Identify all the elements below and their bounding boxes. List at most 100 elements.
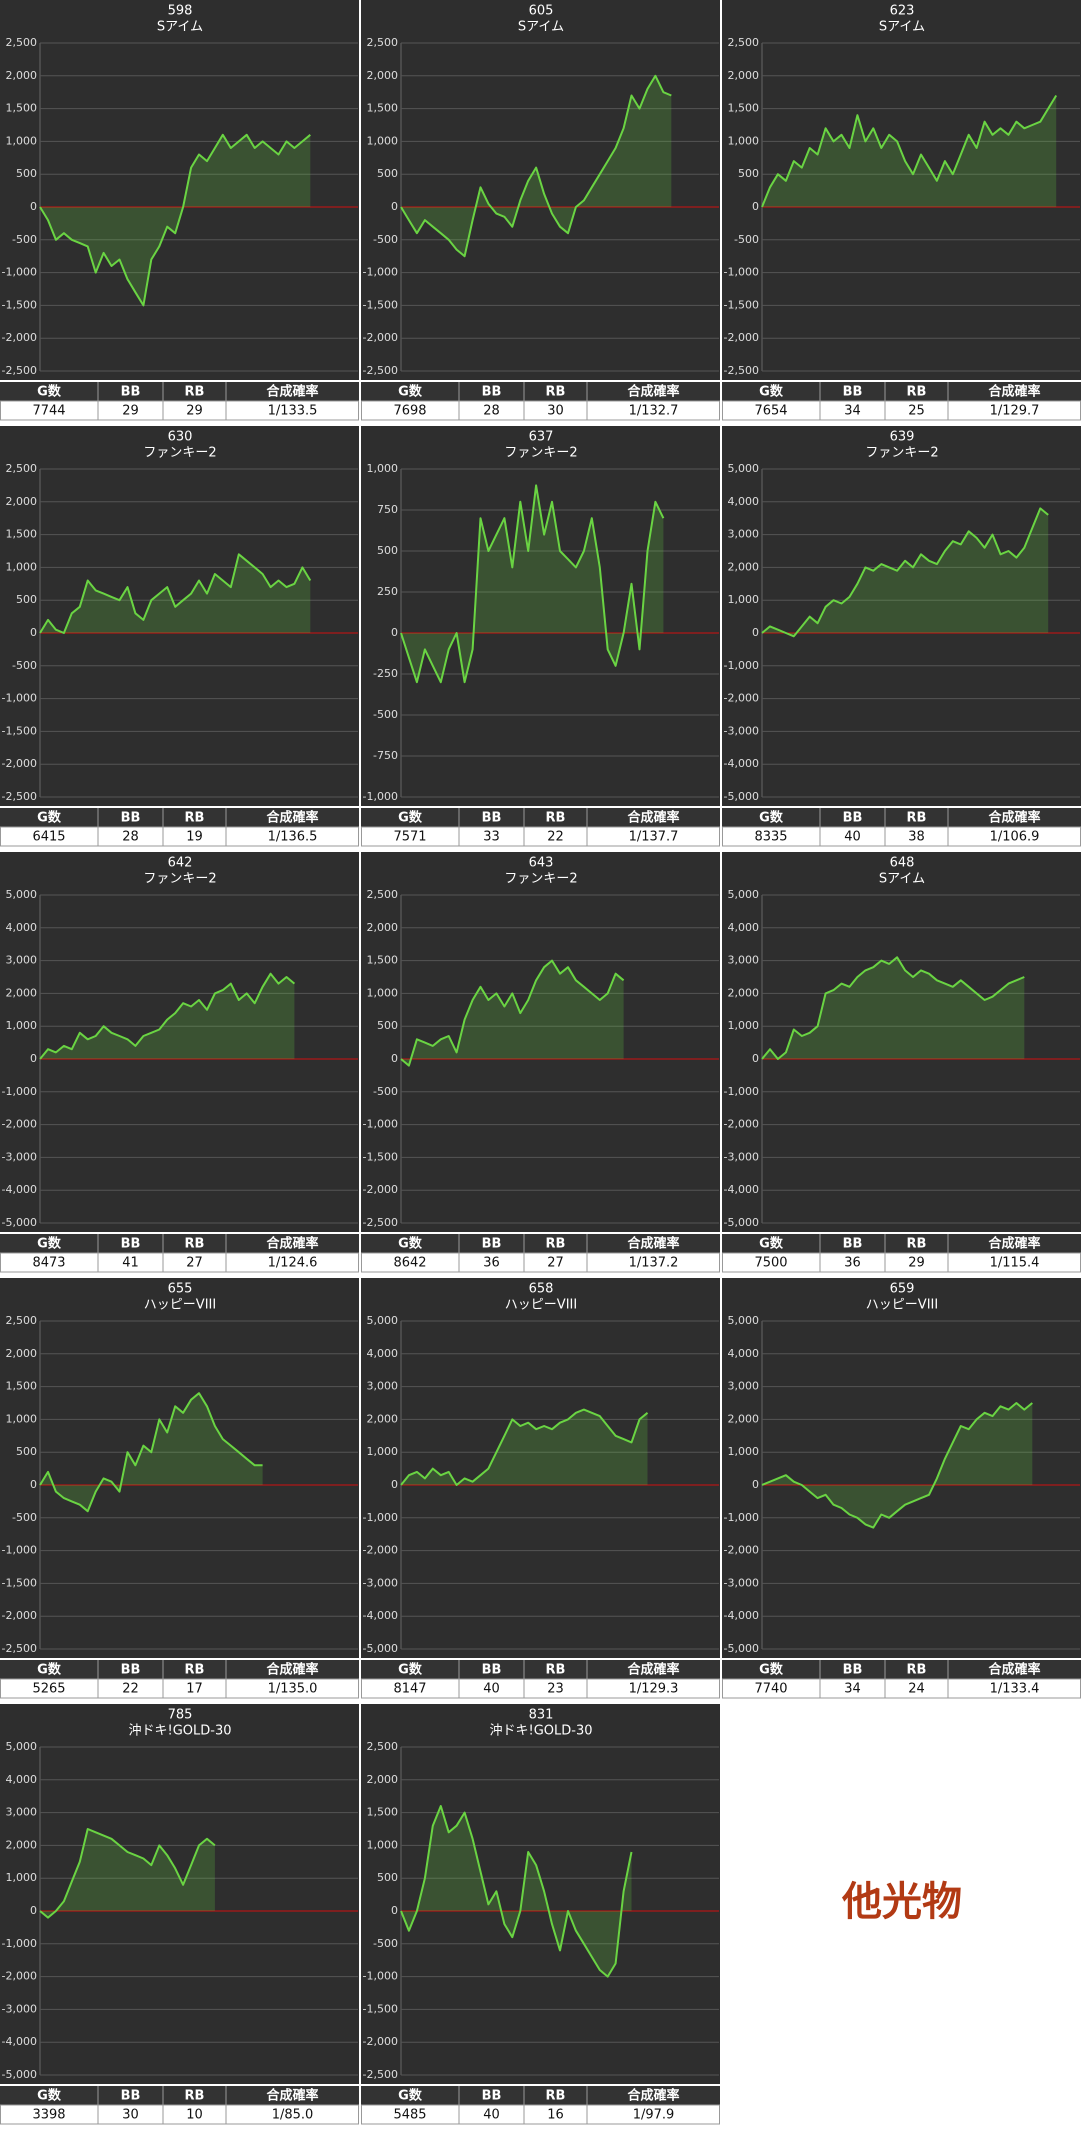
area bbox=[401, 960, 624, 1066]
table-header: BB bbox=[482, 385, 502, 400]
y-tick-label: -750 bbox=[373, 749, 398, 762]
line bbox=[400, 1408, 649, 1486]
y-tick-label: 1,000 bbox=[367, 462, 399, 475]
y-tick-label: 4,000 bbox=[367, 1347, 399, 1360]
table-header: G数 bbox=[37, 2088, 62, 2104]
chart-subtitle: Sアイム bbox=[879, 872, 925, 887]
y-tick-label: 4,000 bbox=[728, 495, 760, 508]
table-cell: 22 bbox=[122, 1682, 139, 1697]
y-tick-label: 0 bbox=[30, 200, 37, 213]
line bbox=[761, 94, 1058, 208]
y-tick-label: -2,500 bbox=[2, 364, 37, 377]
line bbox=[400, 959, 625, 1067]
chart-title: 637 bbox=[529, 430, 554, 445]
table-header: BB bbox=[843, 1237, 863, 1252]
table-cell: 7744 bbox=[32, 404, 65, 419]
y-tick-label: -1,000 bbox=[363, 1118, 398, 1131]
y-tick-label: 1,500 bbox=[367, 954, 399, 967]
y-tick-label: -2,000 bbox=[2, 1970, 37, 1983]
y-tick-label: -3,000 bbox=[724, 1150, 759, 1163]
area bbox=[40, 973, 295, 1059]
y-tick-label: -2,500 bbox=[724, 364, 759, 377]
area bbox=[401, 485, 664, 683]
line bbox=[39, 1392, 263, 1513]
y-tick-label: 1,500 bbox=[6, 102, 38, 115]
y-tick-label: -2,500 bbox=[2, 790, 37, 803]
table-row-bg bbox=[0, 1678, 359, 1699]
y-tick-label: 0 bbox=[391, 1478, 398, 1491]
table-header: RB bbox=[907, 1237, 927, 1252]
y-tick-label: 2,500 bbox=[728, 36, 760, 49]
table-header: G数 bbox=[398, 810, 423, 826]
table-header: G数 bbox=[37, 1236, 62, 1252]
table-header: G数 bbox=[759, 384, 784, 400]
chart-subtitle: Sアイム bbox=[157, 20, 203, 35]
table-header: RB bbox=[546, 2089, 566, 2104]
chart-title: 648 bbox=[890, 856, 915, 871]
table-header: RB bbox=[185, 811, 205, 826]
table-header: BB bbox=[121, 1663, 141, 1678]
table-header: 合成確率 bbox=[627, 2088, 679, 2104]
y-tick-label: 0 bbox=[30, 1052, 37, 1065]
table-cell: 1/115.4 bbox=[990, 1256, 1040, 1271]
chart-bg bbox=[722, 852, 1081, 1232]
y-tick-label: 0 bbox=[752, 1052, 759, 1065]
y-tick-label: -3,000 bbox=[2, 1150, 37, 1163]
y-tick-label: -2,000 bbox=[2, 1118, 37, 1131]
table-cell: 7698 bbox=[393, 404, 426, 419]
chart-subtitle: Sアイム bbox=[518, 20, 564, 35]
table-cell: 36 bbox=[844, 1256, 861, 1271]
table-cell: 8473 bbox=[32, 1256, 65, 1271]
table-header: G数 bbox=[37, 384, 62, 400]
area bbox=[401, 1806, 632, 1977]
table-cell: 1/129.3 bbox=[629, 1682, 679, 1697]
y-tick-label: 750 bbox=[377, 503, 398, 516]
y-tick-label: 0 bbox=[391, 1904, 398, 1917]
y-tick-label: 2,000 bbox=[728, 986, 760, 999]
line bbox=[761, 956, 1025, 1060]
table-header: 合成確率 bbox=[627, 1236, 679, 1252]
table-cell: 8147 bbox=[393, 1682, 426, 1697]
y-tick-label: 2,000 bbox=[367, 1412, 399, 1425]
table-header-bg bbox=[361, 1660, 720, 1679]
y-tick-label: -4,000 bbox=[363, 1609, 398, 1622]
table-cell: 19 bbox=[186, 830, 203, 845]
table-row-bg bbox=[0, 400, 359, 421]
chart-bg bbox=[722, 1278, 1081, 1658]
y-tick-label: -5,000 bbox=[2, 1216, 37, 1229]
table-row-bg bbox=[722, 826, 1081, 847]
table-cell: 10 bbox=[186, 2108, 203, 2123]
y-tick-label: 5,000 bbox=[728, 888, 760, 901]
chart-subtitle: 沖ドキ!GOLD-30 bbox=[489, 1724, 592, 1739]
y-tick-label: -4,000 bbox=[2, 2035, 37, 2048]
table-row-bg bbox=[0, 1252, 359, 1273]
line bbox=[761, 507, 1049, 638]
line bbox=[400, 1805, 633, 1978]
y-tick-label: 0 bbox=[391, 200, 398, 213]
y-tick-label: -1,000 bbox=[2, 692, 37, 705]
y-tick-label: 500 bbox=[377, 544, 398, 557]
y-tick-label: -2,000 bbox=[724, 692, 759, 705]
table-cell: 1/124.6 bbox=[268, 1256, 318, 1271]
table-header: 合成確率 bbox=[988, 1662, 1040, 1678]
table-row-bg bbox=[361, 1252, 720, 1273]
table-header: BB bbox=[482, 1663, 502, 1678]
y-tick-label: 1,500 bbox=[6, 1380, 38, 1393]
table-row-bg bbox=[722, 1252, 1081, 1273]
chart-subtitle: 沖ドキ!GOLD-30 bbox=[128, 1724, 231, 1739]
chart-title: 659 bbox=[890, 1282, 915, 1297]
y-tick-label: 4,000 bbox=[6, 921, 38, 934]
chart-bg bbox=[361, 1278, 720, 1658]
y-tick-label: 2,000 bbox=[367, 921, 399, 934]
table-cell: 34 bbox=[844, 404, 861, 419]
y-tick-label: -2,000 bbox=[363, 2035, 398, 2048]
y-tick-label: -5,000 bbox=[2, 2068, 37, 2081]
y-tick-label: 2,000 bbox=[728, 1412, 760, 1425]
y-tick-label: -500 bbox=[734, 233, 759, 246]
table-header: BB bbox=[843, 1663, 863, 1678]
y-tick-label: -5,000 bbox=[724, 790, 759, 803]
y-tick-label: 3,000 bbox=[6, 954, 38, 967]
table-header-bg bbox=[361, 382, 720, 401]
table-cell: 6415 bbox=[32, 830, 65, 845]
